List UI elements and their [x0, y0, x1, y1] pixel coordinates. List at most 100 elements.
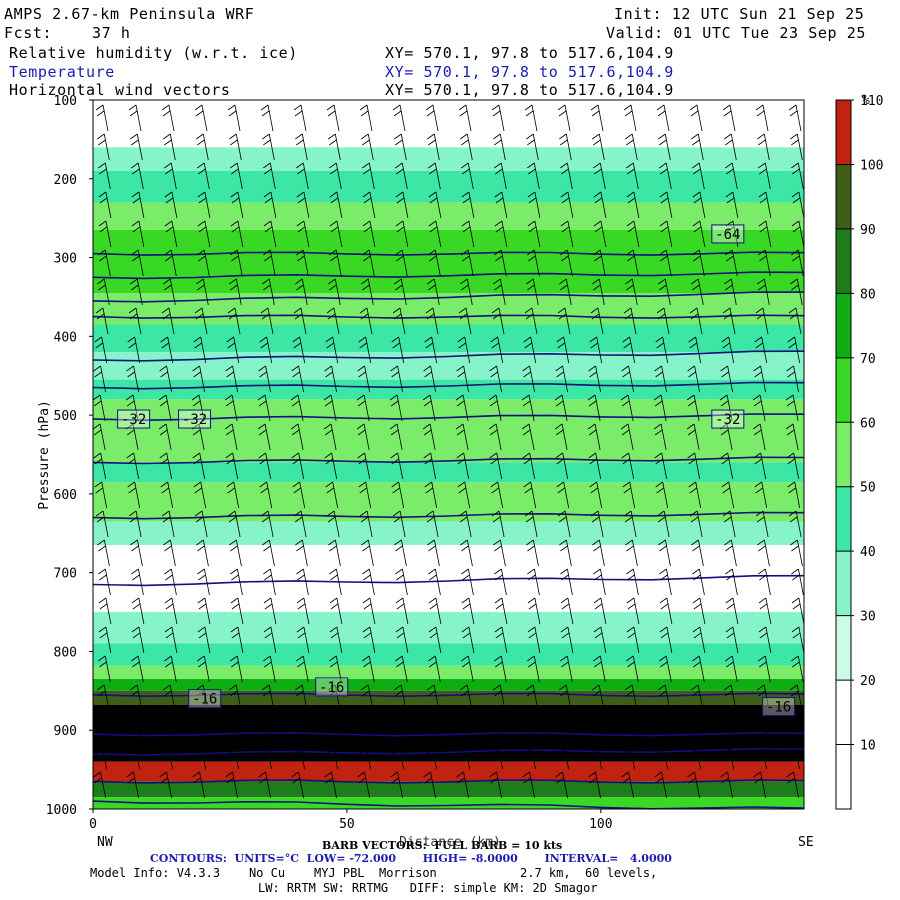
valid-time: Valid: 01 UTC Tue 23 Sep 25 — [606, 24, 867, 42]
field-rh-xy: XY= 570.1, 97.8 to 517.6,104.9 — [385, 44, 674, 62]
rh-layer — [93, 665, 804, 680]
colorbar: 10 20 30 40 50 60 70 80 90 100 110 — [835, 94, 883, 810]
colorbar-segment — [836, 744, 851, 809]
plot-frame — [92, 99, 805, 810]
wind-barb-column — [323, 104, 343, 799]
wind-barb-column — [224, 104, 244, 799]
x-axis: 0 50 100 — [89, 809, 613, 832]
colorbar-segment — [836, 551, 851, 616]
colorbar-segment — [836, 486, 851, 552]
colorbar-tick-label: 60 — [860, 416, 876, 431]
colorbar-segment — [836, 164, 851, 229]
temperature-contour — [92, 692, 805, 698]
y-tick-label: 600 — [54, 488, 77, 503]
contour-label: -32 — [121, 412, 146, 428]
y-tick-label: 500 — [54, 409, 77, 424]
colorbar-tick-label: 110 — [860, 94, 883, 109]
y-tick-label: 300 — [54, 252, 77, 267]
wind-barb-column — [719, 104, 739, 799]
left-end-label: NW — [97, 835, 113, 850]
rh-layer — [93, 170, 804, 203]
y-tick-label: 400 — [54, 330, 77, 345]
y-tick-label: 200 — [54, 173, 77, 188]
contour-label-box — [117, 409, 151, 429]
temperature-contour — [92, 574, 805, 587]
contour-label-box — [178, 409, 212, 429]
rh-layer — [93, 202, 804, 230]
wind-barb-column — [422, 104, 442, 799]
colorbar-tick-label: 90 — [860, 223, 876, 238]
y-axis-title: Pressure (hPa) — [37, 400, 52, 510]
wind-barb-column — [752, 104, 772, 799]
colorbar-segment — [836, 293, 851, 358]
x-tick-label: 50 — [339, 817, 355, 832]
temperature-contour — [92, 511, 805, 520]
colorbar-tick-label: 10 — [860, 739, 876, 754]
wind-barb-column — [158, 104, 178, 799]
wind-barb-column — [521, 104, 541, 799]
colorbar-tick-label: 80 — [860, 287, 876, 302]
temperature-contour — [92, 251, 805, 256]
x-tick-label: 100 — [589, 817, 612, 832]
contour-label: -32 — [715, 412, 740, 428]
rh-layer — [93, 643, 804, 666]
wind-barb-column — [785, 104, 805, 799]
rh-shading — [93, 100, 804, 809]
rh-layer — [93, 521, 804, 546]
contour-label: -16 — [766, 700, 791, 716]
model-physics: LW: RRTM SW: RRTMG DIFF: simple KM: 2D S… — [258, 881, 598, 895]
colorbar-tick-label: 40 — [860, 545, 876, 560]
rh-layer — [93, 679, 804, 691]
contour-summary: CONTOURS: UNITS=°C LOW= -72.000 HIGH= -8… — [150, 852, 672, 865]
wind-barb-column — [455, 104, 475, 799]
temperature-contour — [92, 350, 805, 362]
rh-layer — [93, 324, 804, 353]
colorbar-segment — [836, 100, 851, 165]
colorbar-segment — [836, 228, 851, 294]
right-end-label: SE — [798, 835, 814, 850]
contour-label: -16 — [319, 680, 344, 696]
colorbar-tick-label: 30 — [860, 610, 876, 625]
field-temp-label: Temperature — [9, 63, 115, 81]
contour-label-box — [315, 677, 349, 697]
y-axis: 100 200 300 400 500 600 700 800 900 1000 — [46, 94, 93, 818]
contour-label: -64 — [715, 227, 740, 243]
colorbar-segment — [836, 357, 851, 423]
rh-layer — [93, 399, 804, 463]
temperature-contour — [92, 413, 805, 422]
y-tick-label: 100 — [54, 94, 77, 109]
wind-barbs — [92, 104, 805, 799]
contour-label-box — [762, 697, 796, 717]
forecast-label: Fcst: — [4, 24, 53, 42]
colorbar-segment — [836, 680, 851, 745]
rh-layer — [93, 229, 804, 294]
rh-layer — [93, 612, 804, 644]
contour-label: -16 — [192, 692, 217, 708]
model-resolution: 2.7 km, 60 levels, — [520, 866, 658, 880]
x-axis-title: Distance (km) — [399, 835, 501, 850]
contour-label: -32 — [182, 412, 207, 428]
field-wind-label: Horizontal wind vectors — [9, 81, 231, 99]
field-rh-label: Relative humidity (w.r.t. ice) — [9, 44, 298, 62]
contour-label-box — [711, 409, 745, 429]
field-temp-xy: XY= 570.1, 97.8 to 517.6,104.9 — [385, 63, 674, 81]
wind-barb-column — [191, 104, 211, 799]
temperature-contour — [92, 747, 805, 756]
rh-layer — [93, 797, 804, 809]
temperature-contour — [92, 381, 805, 390]
rh-layer — [93, 100, 804, 148]
contour-label-box — [188, 689, 222, 709]
wind-barb-column — [587, 104, 607, 799]
rh-layer — [93, 379, 804, 400]
field-wind-xy: XY= 570.1, 97.8 to 517.6,104.9 — [385, 81, 674, 99]
y-tick-label: 800 — [54, 645, 77, 660]
wind-barb-column — [686, 104, 706, 799]
colorbar-tick-label: 20 — [860, 674, 876, 689]
model-info: Model Info: V4.3.3 No Cu MYJ PBL Morriso… — [90, 866, 437, 880]
barb-note: BARB VECTORS: FULL BARB = 10 kts — [322, 839, 563, 852]
rh-layer — [93, 147, 804, 171]
wind-barb-column — [356, 104, 376, 799]
rh-layer — [93, 781, 804, 798]
wind-barb-column — [389, 104, 409, 799]
temperature-contour — [92, 800, 805, 810]
